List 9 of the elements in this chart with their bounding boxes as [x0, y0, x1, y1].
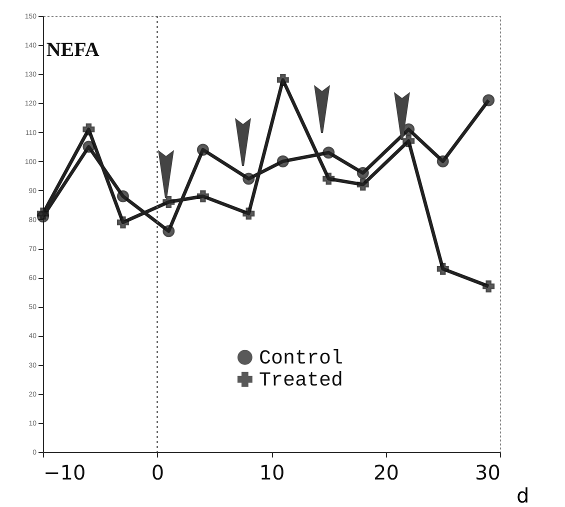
text: NEFA	[46, 39, 100, 61]
x-axis-title: d	[516, 484, 530, 507]
x-tick-label: 0	[151, 460, 164, 484]
x-tick-label: 10	[259, 460, 285, 484]
x-tick-label: −10	[44, 460, 86, 484]
legend-label: Treated	[258, 369, 343, 392]
x-tick-label: 20	[374, 460, 399, 484]
x-tick-label: 30	[475, 460, 500, 484]
legend-label: Control	[258, 347, 343, 370]
